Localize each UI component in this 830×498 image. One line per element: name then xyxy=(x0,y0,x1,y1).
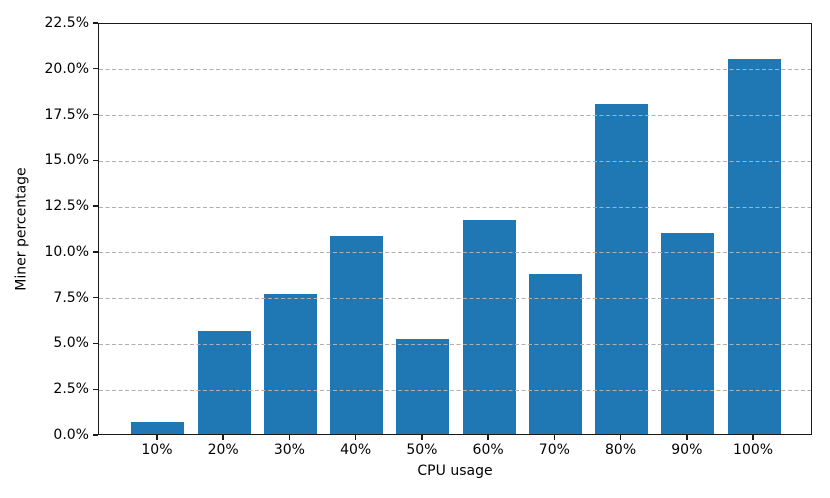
y-tick-label: 12.5% xyxy=(44,198,89,215)
gridline xyxy=(99,69,811,71)
y-tick-label: 2.5% xyxy=(53,381,89,398)
bar-70pct xyxy=(528,273,582,434)
y-axis-title: Miner percentage xyxy=(13,167,30,291)
y-tick-label: 15.0% xyxy=(44,152,89,169)
y-tick-mark xyxy=(93,388,98,390)
y-tick-mark xyxy=(93,22,98,24)
gridline xyxy=(99,252,811,254)
bar-80pct xyxy=(595,104,649,434)
x-tick-label: 100% xyxy=(733,442,774,458)
y-tick-label: 7.5% xyxy=(53,289,89,306)
x-tick-mark xyxy=(553,435,556,440)
x-tick-label: 20% xyxy=(207,442,239,458)
x-tick-mark xyxy=(487,435,489,440)
x-tick-mark xyxy=(686,435,688,440)
x-tick-mark xyxy=(619,435,622,440)
y-tick-mark xyxy=(93,113,98,116)
bar-50pct xyxy=(396,338,450,434)
x-tick-mark xyxy=(288,435,291,440)
x-tick-mark xyxy=(156,435,158,440)
x-tick-label: 60% xyxy=(472,442,504,458)
plot-inner xyxy=(99,24,811,434)
x-tick-label: 50% xyxy=(406,442,438,458)
gridline xyxy=(99,114,811,117)
x-tick-label: 40% xyxy=(340,442,372,458)
bar-60pct xyxy=(462,219,516,434)
y-tick-mark xyxy=(93,296,98,299)
gridline xyxy=(99,206,811,208)
bar-90pct xyxy=(661,232,715,434)
y-tick-mark xyxy=(93,68,98,70)
x-tick-mark xyxy=(222,435,224,440)
y-tick-mark xyxy=(93,342,98,345)
x-tick-label: 70% xyxy=(538,442,570,458)
bar-30pct xyxy=(263,293,317,434)
x-tick-mark xyxy=(421,435,423,440)
y-tick-mark xyxy=(93,205,98,207)
y-tick-label: 5.0% xyxy=(53,335,89,352)
y-tick-mark xyxy=(93,159,98,162)
bar-10pct xyxy=(131,422,185,434)
y-tick-mark xyxy=(93,251,98,253)
y-tick-label: 22.5% xyxy=(44,15,89,31)
gridline xyxy=(99,389,811,391)
y-tick-label: 20.0% xyxy=(44,60,89,77)
y-tick-mark xyxy=(93,434,98,436)
plot-area xyxy=(98,23,812,435)
gridline xyxy=(99,298,811,300)
bar-100pct xyxy=(727,58,781,434)
y-tick-label: 17.5% xyxy=(44,106,89,123)
y-tick-label: 10.0% xyxy=(44,243,89,260)
gridline xyxy=(99,160,811,162)
bar-20pct xyxy=(197,331,251,434)
x-tick-label: 10% xyxy=(141,442,173,458)
x-tick-label: 30% xyxy=(273,442,305,458)
x-tick-mark xyxy=(354,435,357,440)
y-tick-label: 0.0% xyxy=(53,427,89,443)
gridline xyxy=(99,343,811,346)
x-tick-label: 90% xyxy=(671,442,703,458)
x-tick-label: 80% xyxy=(605,442,637,458)
bar-40pct xyxy=(330,236,384,434)
x-tick-mark xyxy=(752,435,754,440)
x-axis-title: CPU usage xyxy=(417,463,493,479)
